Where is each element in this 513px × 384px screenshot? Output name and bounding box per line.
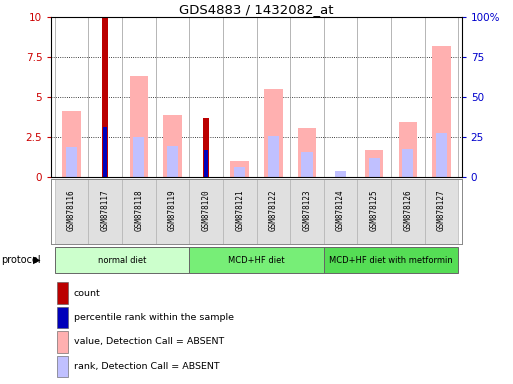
Text: value, Detection Call = ABSENT: value, Detection Call = ABSENT bbox=[74, 338, 224, 346]
Bar bbox=[324, 247, 458, 273]
Bar bbox=[223, 179, 256, 244]
Bar bbox=[256, 179, 290, 244]
Bar bbox=[358, 179, 391, 244]
Bar bbox=[302, 152, 312, 177]
Text: GSM878121: GSM878121 bbox=[235, 189, 244, 231]
Bar bbox=[167, 146, 178, 177]
Bar bbox=[230, 161, 249, 177]
Bar bbox=[391, 179, 425, 244]
Bar bbox=[298, 128, 316, 177]
Bar bbox=[133, 137, 144, 177]
Bar bbox=[55, 179, 88, 244]
Text: GSM878122: GSM878122 bbox=[269, 189, 278, 231]
Bar bbox=[55, 247, 189, 273]
Bar bbox=[129, 76, 148, 177]
Text: rank, Detection Call = ABSENT: rank, Detection Call = ABSENT bbox=[74, 362, 220, 371]
Bar bbox=[204, 151, 208, 177]
Bar bbox=[88, 179, 122, 244]
Bar bbox=[402, 149, 413, 177]
Text: percentile rank within the sample: percentile rank within the sample bbox=[74, 313, 234, 322]
Bar bbox=[189, 247, 324, 273]
Text: GSM878116: GSM878116 bbox=[67, 189, 76, 231]
Bar bbox=[425, 179, 458, 244]
Text: GSM878124: GSM878124 bbox=[336, 189, 345, 231]
Bar bbox=[268, 136, 279, 177]
Bar bbox=[155, 179, 189, 244]
Text: GSM878119: GSM878119 bbox=[168, 189, 177, 231]
Bar bbox=[102, 17, 108, 177]
Bar bbox=[66, 147, 77, 177]
Bar bbox=[189, 179, 223, 244]
Text: protocol: protocol bbox=[1, 255, 41, 265]
Text: MCD+HF diet with metformin: MCD+HF diet with metformin bbox=[329, 256, 453, 265]
Text: normal diet: normal diet bbox=[98, 256, 146, 265]
Text: ▶: ▶ bbox=[33, 255, 41, 265]
Text: GSM878126: GSM878126 bbox=[403, 189, 412, 231]
Bar bbox=[57, 356, 68, 377]
Bar bbox=[399, 122, 417, 177]
Bar bbox=[57, 282, 68, 304]
Bar bbox=[365, 151, 384, 177]
Bar bbox=[290, 179, 324, 244]
Bar bbox=[335, 171, 346, 177]
Bar bbox=[324, 179, 358, 244]
Bar bbox=[103, 127, 107, 177]
Text: GSM878120: GSM878120 bbox=[202, 189, 210, 231]
Bar bbox=[264, 89, 283, 177]
Bar bbox=[203, 118, 209, 177]
Bar bbox=[432, 46, 451, 177]
Text: count: count bbox=[74, 288, 101, 298]
Bar bbox=[57, 307, 68, 328]
Bar bbox=[163, 115, 182, 177]
Text: GSM878125: GSM878125 bbox=[370, 189, 379, 231]
Text: GSM878127: GSM878127 bbox=[437, 189, 446, 231]
Text: GSM878118: GSM878118 bbox=[134, 189, 143, 231]
Bar bbox=[57, 331, 68, 353]
Bar bbox=[234, 167, 245, 177]
Title: GDS4883 / 1432082_at: GDS4883 / 1432082_at bbox=[179, 3, 334, 16]
Bar bbox=[436, 133, 447, 177]
Bar bbox=[62, 111, 81, 177]
Text: GSM878117: GSM878117 bbox=[101, 189, 110, 231]
Bar bbox=[369, 158, 380, 177]
Bar bbox=[122, 179, 155, 244]
Text: GSM878123: GSM878123 bbox=[303, 189, 311, 231]
Text: MCD+HF diet: MCD+HF diet bbox=[228, 256, 285, 265]
